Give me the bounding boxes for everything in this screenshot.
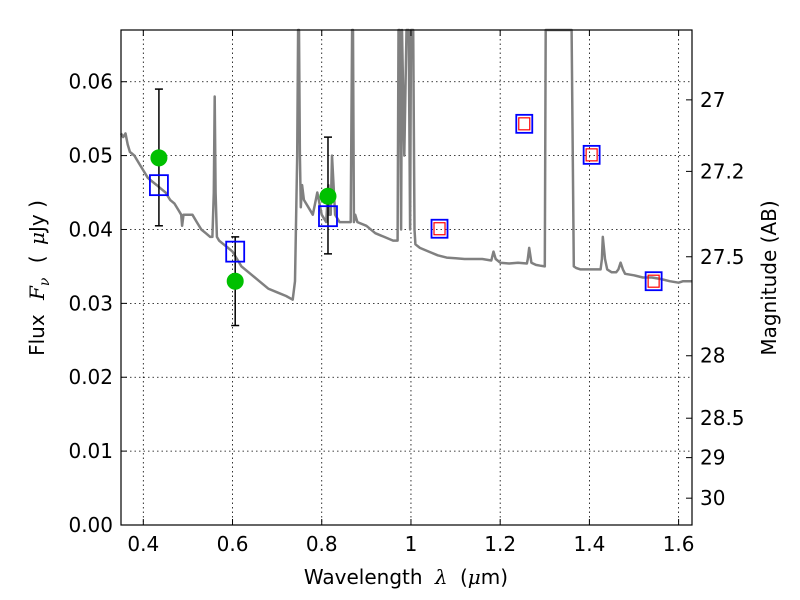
y-tick-label: 0.04 [68, 217, 113, 241]
plot-frame [120, 29, 693, 526]
y2-axis-label: Magnitude (AB) [757, 200, 781, 355]
y-ticks: 0.00 0.01 0.02 0.03 0.04 0.05 0.06 [68, 70, 127, 537]
y-tick-label: 0.06 [68, 70, 113, 94]
observed-point [319, 187, 337, 205]
model-box [149, 174, 169, 197]
photometry-boxes [149, 113, 663, 292]
x-tick-label: 1.4 [573, 532, 605, 556]
prediction-box-outer [430, 218, 449, 239]
x-ticks: 0.4 0.6 0.8 1 1.2 1.4 1.6 [127, 30, 695, 556]
x-tick-label: 0.8 [306, 532, 338, 556]
model-box [225, 240, 246, 263]
x-tick-label: 1.6 [663, 532, 695, 556]
y-tick-label: 0.02 [68, 365, 113, 389]
y2-tick-label: 27.2 [700, 159, 745, 183]
y-tick-label: 0.00 [68, 513, 113, 537]
prediction-box-inner [518, 117, 531, 131]
error-bars [154, 88, 332, 327]
prediction-box-outer [515, 113, 534, 134]
observed-points [150, 149, 337, 290]
prediction-box-outer [582, 144, 601, 165]
grid [121, 30, 692, 526]
prediction-box-outer [644, 271, 663, 292]
prediction-box-inner [433, 222, 446, 236]
sed-line [119, 28, 692, 301]
y2-tick-label: 28.5 [700, 406, 745, 430]
sed-spectrum [119, 28, 692, 301]
y-tick-label: 0.03 [68, 291, 113, 315]
y2-tick-label: 28 [700, 344, 725, 368]
x-tick-label: 0.6 [217, 532, 249, 556]
x-tick-label: 1.2 [484, 532, 516, 556]
x-tick-label: 0.4 [127, 532, 159, 556]
prediction-box-inner [647, 274, 660, 288]
y2-tick-label: 27.5 [700, 245, 745, 269]
observed-point [150, 149, 168, 167]
observed-point [226, 272, 244, 290]
x-axis-label: Wavelength λ (μm) [304, 565, 508, 589]
y-tick-label: 0.05 [68, 144, 113, 168]
prediction-box-inner [585, 148, 598, 162]
y-tick-label: 0.01 [68, 439, 113, 463]
y2-tick-label: 29 [700, 446, 725, 470]
model-box [318, 205, 338, 228]
y2-tick-label: 27 [700, 88, 725, 112]
y2-tick-label: 30 [700, 486, 725, 510]
y2-ticks: 27 27.2 27.5 28 28.5 29 30 [686, 88, 745, 510]
y-axis-label: Flux Fν ( μJy ) [25, 200, 54, 356]
x-tick-label: 1 [405, 532, 418, 556]
